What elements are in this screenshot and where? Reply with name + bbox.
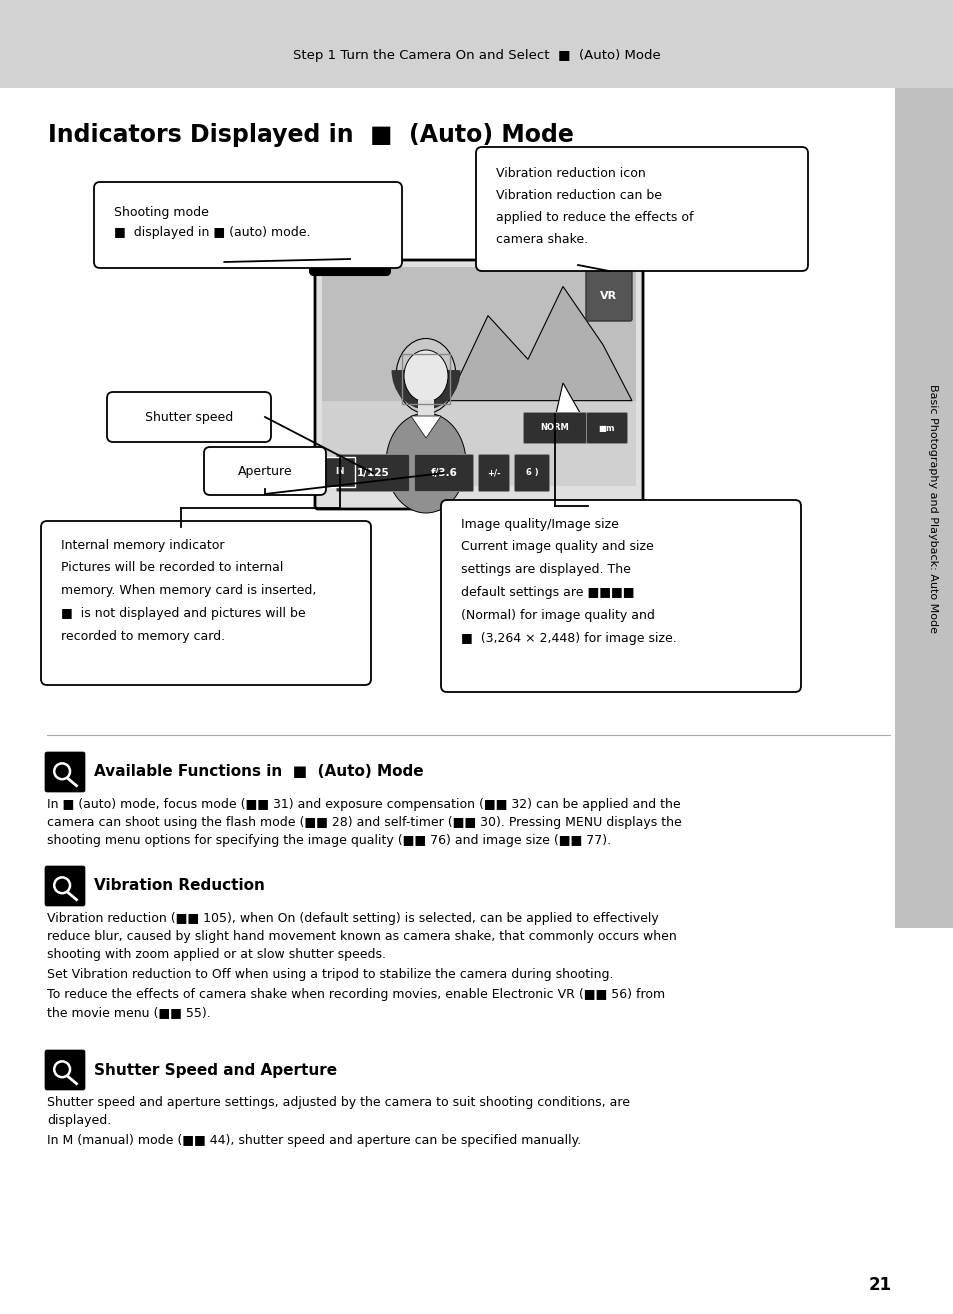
Text: Shutter Speed and Aperture: Shutter Speed and Aperture (94, 1063, 336, 1077)
Text: settings are displayed. The: settings are displayed. The (460, 562, 630, 576)
Text: shooting with zoom applied or at slow shutter speeds.: shooting with zoom applied or at slow sh… (47, 947, 386, 961)
Bar (322, 267, 636, 401)
Text: 21: 21 (867, 1276, 891, 1294)
Text: displayed.: displayed. (47, 1114, 112, 1127)
Bar (0, 0, 953, 88)
Text: memory. When memory card is inserted,: memory. When memory card is inserted, (61, 583, 316, 597)
Polygon shape (555, 382, 582, 418)
Text: recorded to memory card.: recorded to memory card. (61, 629, 225, 643)
Ellipse shape (386, 413, 465, 512)
Text: 1/125: 1/125 (356, 468, 389, 478)
Text: Step 1 Turn the Camera On and Select  ■  (Auto) Mode: Step 1 Turn the Camera On and Select ■ (… (293, 49, 660, 62)
Polygon shape (448, 286, 631, 401)
Ellipse shape (403, 350, 448, 402)
Text: Image quality/Image size: Image quality/Image size (460, 518, 618, 531)
Text: +/-: +/- (487, 469, 500, 477)
Bar (894, 88, 953, 928)
Text: Indicators Displayed in  ■  (Auto) Mode: Indicators Displayed in ■ (Auto) Mode (48, 124, 574, 147)
Text: Shooting mode: Shooting mode (113, 206, 209, 219)
Text: reduce blur, caused by slight hand movement known as camera shake, that commonly: reduce blur, caused by slight hand movem… (47, 930, 676, 943)
Text: Current image quality and size: Current image quality and size (460, 540, 653, 553)
Text: ■  displayed in ■ (auto) mode.: ■ displayed in ■ (auto) mode. (113, 226, 310, 239)
FancyBboxPatch shape (586, 413, 627, 444)
Text: Aperture: Aperture (237, 465, 292, 477)
Bar (551, 418, 580, 424)
Text: VR: VR (599, 290, 617, 301)
Polygon shape (411, 417, 440, 438)
Text: ■m: ■m (598, 423, 615, 432)
FancyBboxPatch shape (314, 260, 642, 509)
Text: Vibration Reduction: Vibration Reduction (94, 879, 265, 894)
FancyBboxPatch shape (94, 183, 401, 268)
FancyBboxPatch shape (336, 455, 409, 491)
Text: In ■ (auto) mode, focus mode (■■ 31) and exposure compensation (■■ 32) can be ap: In ■ (auto) mode, focus mode (■■ 31) and… (47, 798, 679, 811)
Text: In M (manual) mode (■■ 44), shutter speed and aperture can be specified manually: In M (manual) mode (■■ 44), shutter spee… (47, 1134, 580, 1147)
Text: Vibration reduction can be: Vibration reduction can be (496, 189, 661, 202)
Bar (401, 353, 450, 403)
Text: ■: ■ (337, 234, 361, 258)
Ellipse shape (395, 339, 456, 414)
FancyBboxPatch shape (310, 217, 390, 275)
FancyBboxPatch shape (523, 413, 586, 444)
Bar (417, 399, 434, 418)
Text: camera can shoot using the flash mode (■■ 28) and self-timer (■■ 30). Pressing M: camera can shoot using the flash mode (■… (47, 816, 681, 829)
FancyBboxPatch shape (107, 392, 271, 442)
Text: f/3.6: f/3.6 (430, 468, 456, 478)
FancyBboxPatch shape (440, 501, 801, 692)
FancyBboxPatch shape (41, 520, 371, 685)
Text: applied to reduce the effects of: applied to reduce the effects of (496, 212, 693, 223)
Text: ■  is not displayed and pictures will be: ■ is not displayed and pictures will be (61, 607, 305, 620)
Text: Vibration reduction icon: Vibration reduction icon (496, 167, 645, 180)
FancyBboxPatch shape (204, 447, 326, 495)
Text: Pictures will be recorded to internal: Pictures will be recorded to internal (61, 561, 283, 574)
Text: IN: IN (335, 468, 344, 477)
FancyBboxPatch shape (476, 147, 807, 271)
FancyBboxPatch shape (45, 1050, 85, 1091)
FancyBboxPatch shape (325, 457, 355, 487)
Text: default settings are ■■■■: default settings are ■■■■ (460, 586, 634, 599)
Text: Vibration reduction (■■ 105), when On (default setting) is selected, can be appl: Vibration reduction (■■ 105), when On (d… (47, 912, 659, 925)
Bar (322, 401, 636, 486)
Text: ■  (3,264 × 2,448) for image size.: ■ (3,264 × 2,448) for image size. (460, 632, 676, 645)
Text: Shutter speed: Shutter speed (145, 410, 233, 423)
Text: Available Functions in  ■  (Auto) Mode: Available Functions in ■ (Auto) Mode (94, 765, 423, 779)
FancyBboxPatch shape (478, 455, 509, 491)
FancyBboxPatch shape (514, 455, 549, 491)
Text: 6 ): 6 ) (525, 469, 537, 477)
Text: (Normal) for image quality and: (Normal) for image quality and (460, 608, 654, 622)
FancyBboxPatch shape (414, 455, 473, 491)
Text: the movie menu (■■ 55).: the movie menu (■■ 55). (47, 1007, 211, 1018)
FancyBboxPatch shape (45, 752, 85, 792)
Text: To reduce the effects of camera shake when recording movies, enable Electronic V: To reduce the effects of camera shake wh… (47, 988, 664, 1001)
Text: camera shake.: camera shake. (496, 233, 587, 246)
Text: shooting menu options for specifying the image quality (■■ 76) and image size (■: shooting menu options for specifying the… (47, 834, 611, 848)
FancyBboxPatch shape (45, 866, 85, 905)
Text: NORM: NORM (540, 423, 569, 432)
Text: Internal memory indicator: Internal memory indicator (61, 539, 224, 552)
Text: Shutter speed and aperture settings, adjusted by the camera to suit shooting con: Shutter speed and aperture settings, adj… (47, 1096, 629, 1109)
Text: Set Vibration reduction to Off when using a tripod to stabilize the camera durin: Set Vibration reduction to Off when usin… (47, 968, 613, 982)
Text: Basic Photography and Playback: Auto Mode: Basic Photography and Playback: Auto Mod… (927, 384, 937, 632)
FancyBboxPatch shape (585, 269, 631, 321)
